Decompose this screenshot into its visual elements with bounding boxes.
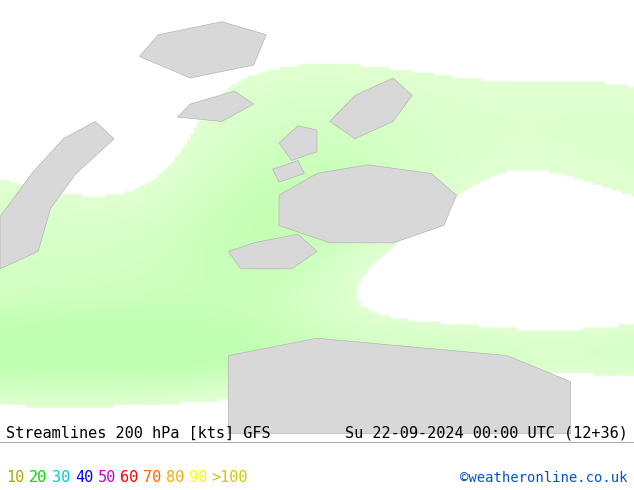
Text: 80: 80 bbox=[166, 470, 184, 485]
Text: Su 22-09-2024 00:00 UTC (12+36): Su 22-09-2024 00:00 UTC (12+36) bbox=[345, 425, 628, 441]
Text: 90: 90 bbox=[189, 470, 207, 485]
Text: 40: 40 bbox=[75, 470, 93, 485]
Text: 20: 20 bbox=[29, 470, 48, 485]
Polygon shape bbox=[178, 91, 254, 122]
Polygon shape bbox=[228, 338, 571, 434]
Polygon shape bbox=[279, 126, 317, 160]
Text: 60: 60 bbox=[120, 470, 139, 485]
Text: 50: 50 bbox=[98, 470, 116, 485]
Polygon shape bbox=[228, 234, 317, 269]
Polygon shape bbox=[139, 22, 266, 78]
Text: ©weatheronline.co.uk: ©weatheronline.co.uk bbox=[460, 470, 628, 485]
Text: 70: 70 bbox=[143, 470, 162, 485]
Polygon shape bbox=[330, 78, 412, 139]
Polygon shape bbox=[279, 165, 456, 243]
Text: 10: 10 bbox=[6, 470, 25, 485]
Polygon shape bbox=[0, 122, 114, 269]
Text: Streamlines 200 hPa [kts] GFS: Streamlines 200 hPa [kts] GFS bbox=[6, 425, 271, 441]
Text: 30: 30 bbox=[52, 470, 70, 485]
Polygon shape bbox=[273, 160, 304, 182]
Text: >100: >100 bbox=[212, 470, 249, 485]
